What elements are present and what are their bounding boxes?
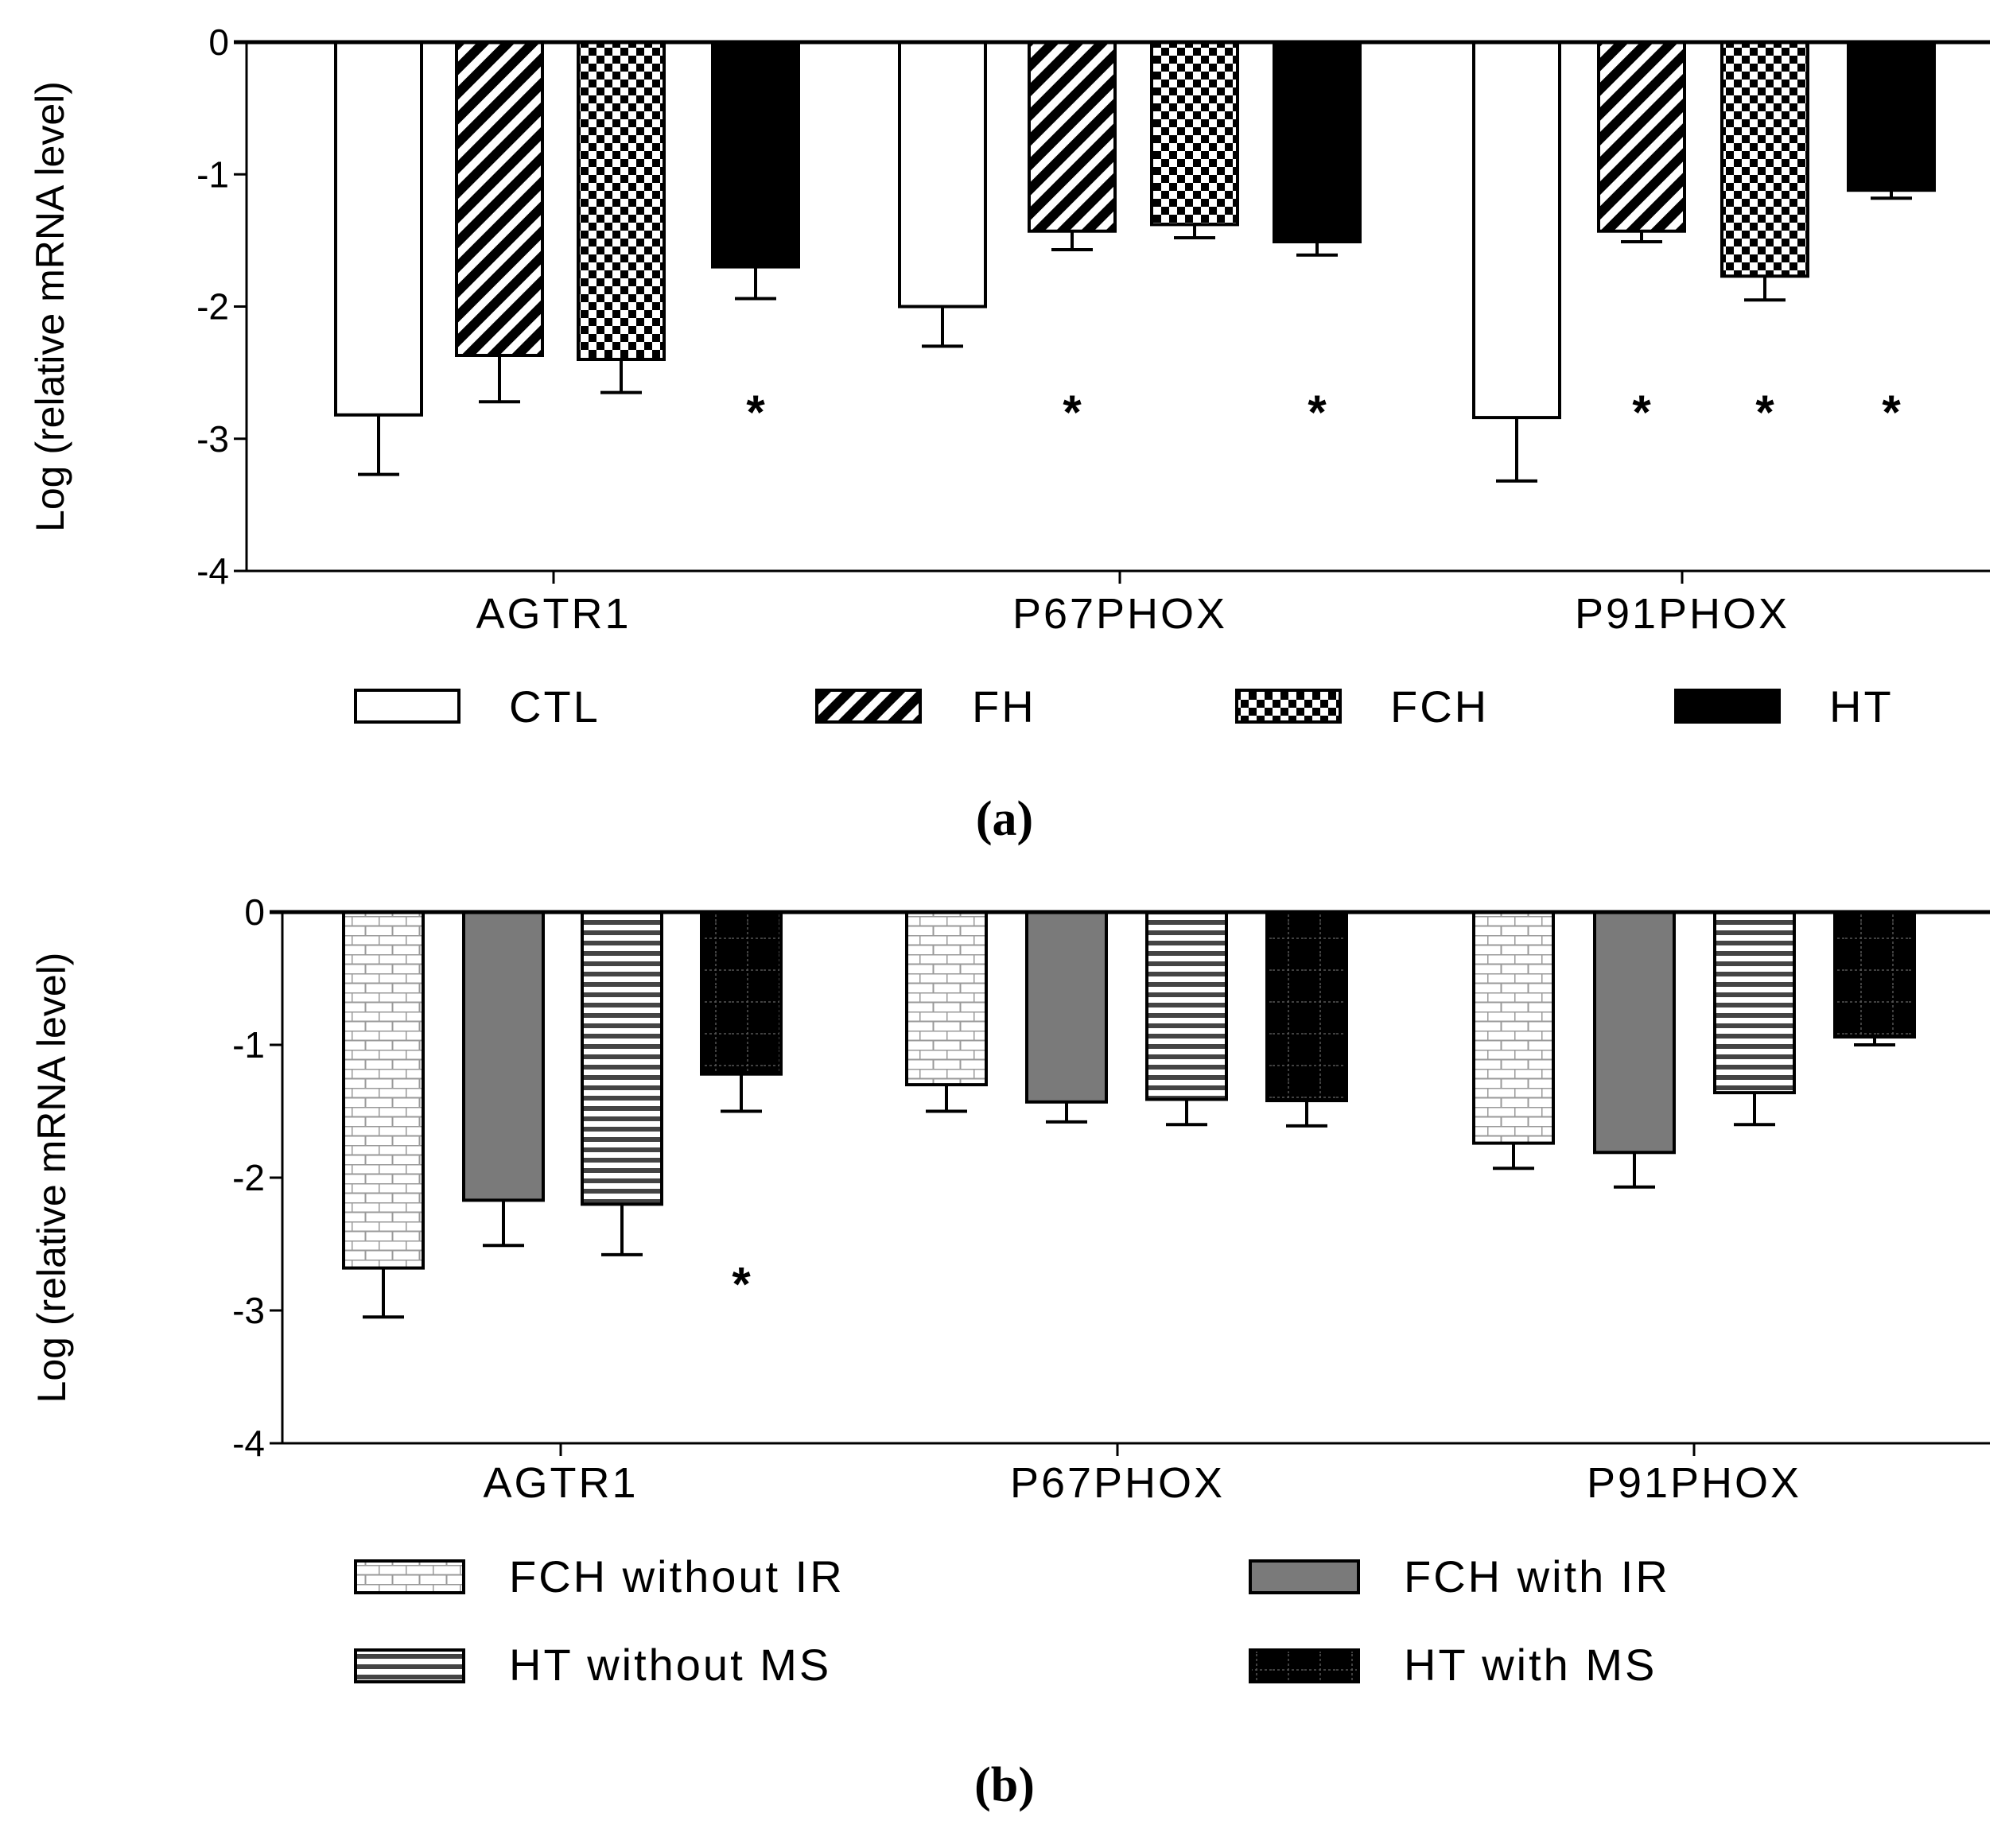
bar-fch-with-ir-agtr1: [462, 910, 545, 1202]
bar-ht-with-ms-p67phox: [1265, 910, 1348, 1103]
legend-swatch-fch-with-ir: [1249, 1559, 1360, 1594]
panel-label: (a): [976, 792, 1033, 846]
legend-label-fh: FH: [972, 681, 1036, 732]
legend-swatch-ctl: [354, 689, 460, 724]
legend-swatch-ht-with-ms: [1249, 1648, 1360, 1683]
x-tick-label-agtr1: AGTR1: [476, 590, 631, 638]
chart-panel-a: * * * * * * 0 -1 -2 -3 -4 AGTR1 P67PHOX P91PHOX Log (r…: [28, 21, 1990, 846]
bar-ht-without-ms-p91phox: [1713, 910, 1796, 1095]
y-tick-label: -1: [196, 153, 229, 195]
bar-ht-without-ms-p67phox: [1145, 910, 1228, 1101]
y-axis-title: Log (relative mRNA level): [28, 81, 72, 532]
bar-fch-without-ir-p91phox: [1472, 910, 1555, 1145]
y-tick-label: 0: [208, 21, 229, 63]
bar-ht-agtr1: [711, 41, 800, 269]
legend-swatch-fch-without-ir: [354, 1559, 465, 1594]
legend-label-fch-with-ir: FCH with IR: [1404, 1551, 1670, 1601]
significance-marker: *: [746, 386, 765, 439]
y-tick-label: -3: [232, 1290, 265, 1331]
legend-swatch-ht-without-ms: [354, 1648, 465, 1683]
y-tick-label: -3: [196, 418, 229, 460]
y-axis-title: Log (relative mRNA level): [29, 953, 74, 1403]
legend-label-fch: FCH: [1390, 681, 1489, 732]
bar-fh-p67phox: [1028, 41, 1117, 233]
y-tick-label: -2: [232, 1157, 265, 1198]
legend-label-ht: HT: [1829, 681, 1894, 732]
legend-label-ht-without-ms: HT without MS: [509, 1640, 831, 1690]
significance-marker: *: [1755, 386, 1774, 439]
bar-fch-agtr1: [577, 41, 666, 361]
legend-label-fch-without-ir: FCH without IR: [509, 1551, 845, 1601]
legend-swatch-ht: [1674, 689, 1781, 724]
legend-label-ht-with-ms: HT with MS: [1404, 1640, 1657, 1690]
panel-label: (b): [974, 1758, 1035, 1812]
bar-ht-with-ms-agtr1: [700, 910, 783, 1076]
legend-label-ctl: CTL: [509, 681, 600, 732]
chart-panel-b: * 0 -1 -2 -3 -4 AGTR1 P67PHOX P91PHOX Log (relati…: [29, 891, 1990, 1812]
bar-fch-p67phox: [1150, 41, 1239, 227]
legend-swatch-fch: [1235, 689, 1342, 724]
y-tick-label: -1: [232, 1024, 265, 1066]
bar-fch-p91phox: [1720, 41, 1809, 278]
y-tick-label: -2: [196, 286, 229, 328]
bar-fh-p91phox: [1597, 41, 1686, 233]
x-tick-label-p91phox: P91PHOX: [1587, 1459, 1801, 1507]
x-tick-label-p91phox: P91PHOX: [1575, 590, 1789, 638]
y-tick-label: -4: [232, 1423, 265, 1464]
bar-ht-p91phox: [1847, 41, 1936, 192]
bar-ht-without-ms-agtr1: [581, 910, 663, 1206]
bar-ht-with-ms-p91phox: [1833, 910, 1916, 1039]
x-tick-label-agtr1: AGTR1: [483, 1459, 638, 1507]
bar-ht-p67phox: [1273, 41, 1362, 243]
bar-fch-without-ir-p67phox: [905, 910, 988, 1087]
bar-fch-with-ir-p67phox: [1025, 910, 1108, 1104]
bar-ctl-p91phox: [1472, 41, 1561, 420]
significance-marker: *: [1063, 386, 1082, 439]
significance-marker: *: [1632, 386, 1651, 439]
bar-fch-without-ir-agtr1: [342, 910, 425, 1270]
significance-marker: *: [1882, 386, 1901, 439]
x-tick-label-p67phox: P67PHOX: [1010, 1459, 1225, 1507]
x-tick-label-p67phox: P67PHOX: [1012, 590, 1227, 638]
significance-marker: *: [732, 1257, 751, 1310]
y-tick-label: 0: [244, 891, 265, 933]
significance-marker: *: [1308, 386, 1327, 439]
y-tick-label: -4: [196, 550, 229, 592]
bar-fh-agtr1: [455, 41, 544, 357]
bar-ctl-agtr1: [334, 41, 423, 417]
bar-fch-with-ir-p91phox: [1593, 910, 1676, 1155]
legend-swatch-fh: [815, 689, 922, 724]
bar-ctl-p67phox: [898, 41, 987, 309]
